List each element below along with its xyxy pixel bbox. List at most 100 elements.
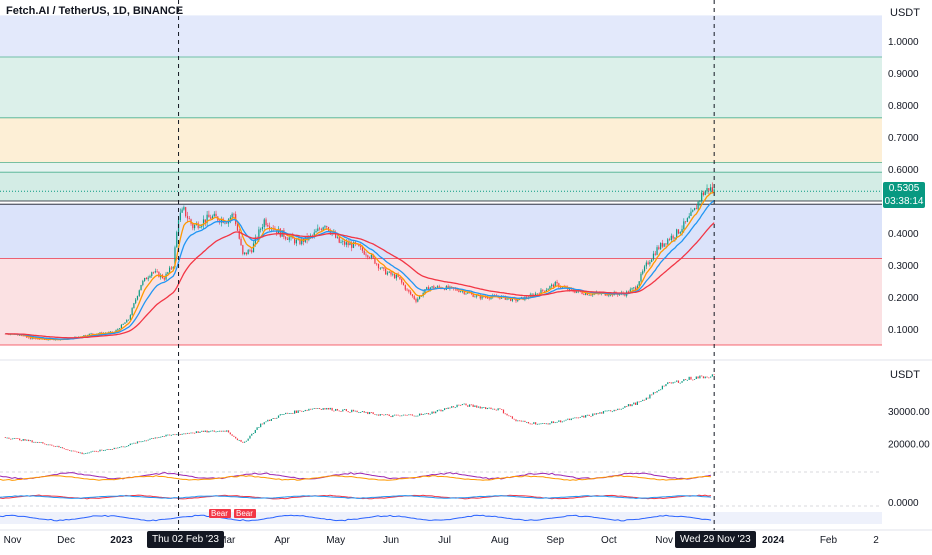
candle-body bbox=[99, 332, 101, 334]
candle-body bbox=[335, 232, 337, 238]
obv-bar bbox=[217, 431, 219, 432]
candle-body bbox=[215, 213, 217, 217]
obv-bar bbox=[326, 407, 328, 410]
obv-bar bbox=[260, 423, 262, 428]
obv-bar bbox=[138, 441, 140, 443]
candle-body bbox=[129, 315, 131, 320]
obv-bar bbox=[185, 433, 187, 435]
obv-bar bbox=[551, 421, 553, 424]
candle-body bbox=[697, 201, 699, 210]
obv-bar bbox=[129, 443, 131, 446]
candle-body bbox=[47, 339, 49, 341]
obv-bar bbox=[709, 376, 712, 378]
obv-bar bbox=[310, 408, 312, 410]
obv-bar bbox=[399, 415, 401, 417]
candle-body bbox=[535, 293, 537, 297]
candle-body bbox=[701, 192, 703, 201]
candle-body bbox=[410, 291, 412, 295]
obv-bar bbox=[635, 402, 637, 405]
obv-bar bbox=[342, 409, 344, 412]
candle-body bbox=[704, 191, 706, 195]
volume-unit-label: USDT bbox=[890, 369, 920, 381]
obv-bar bbox=[190, 432, 192, 434]
obv-bar bbox=[679, 382, 681, 384]
obv-bar bbox=[222, 430, 224, 432]
obv-bar bbox=[170, 434, 173, 436]
candle-body bbox=[681, 229, 683, 232]
obv-bar bbox=[274, 418, 276, 419]
obv-bar bbox=[643, 399, 646, 401]
zone-6 bbox=[0, 258, 882, 345]
candle-body bbox=[649, 262, 651, 265]
obv-bar bbox=[324, 408, 326, 410]
obv-bar bbox=[127, 445, 130, 447]
candle-body bbox=[477, 295, 480, 297]
obv-bar bbox=[470, 404, 472, 406]
candle-body bbox=[144, 277, 146, 281]
obv-bar bbox=[86, 452, 89, 454]
candle-body bbox=[295, 239, 297, 244]
obv-bar bbox=[660, 389, 662, 391]
obv-bar bbox=[661, 385, 663, 390]
obv-bar bbox=[413, 415, 415, 417]
obv-bar bbox=[288, 413, 290, 414]
obv-bar bbox=[386, 414, 389, 416]
obv-bar bbox=[474, 405, 476, 407]
obv-bar bbox=[645, 397, 647, 400]
obv-bar bbox=[456, 404, 458, 408]
candle-body bbox=[260, 229, 262, 230]
obv-bar bbox=[536, 423, 539, 425]
candle-body bbox=[631, 288, 633, 290]
obv-bar bbox=[404, 414, 406, 416]
obv-bar bbox=[149, 438, 151, 440]
candle-body bbox=[249, 250, 251, 251]
obv-bar bbox=[343, 409, 346, 410]
obv-bar bbox=[393, 414, 396, 416]
obv-bar bbox=[704, 376, 706, 379]
candle-body bbox=[588, 295, 590, 296]
obv-bar bbox=[506, 413, 508, 416]
crosshair-lines bbox=[0, 0, 882, 530]
candle-body bbox=[267, 225, 269, 227]
candle-body bbox=[709, 187, 712, 191]
candle-body bbox=[436, 286, 439, 288]
candle-body bbox=[361, 247, 364, 251]
obv-bar bbox=[638, 401, 640, 403]
obv-bar bbox=[501, 409, 503, 410]
candle-body bbox=[324, 226, 326, 228]
obv-bar bbox=[165, 434, 167, 437]
candle-body bbox=[117, 329, 119, 331]
candle-body bbox=[360, 246, 362, 248]
obv-bar bbox=[251, 433, 253, 436]
candle-body bbox=[656, 247, 658, 255]
candle-body bbox=[693, 208, 696, 211]
candle-body bbox=[4, 333, 6, 335]
obv-bar bbox=[604, 410, 606, 412]
candle-body bbox=[633, 287, 635, 289]
obv-bar bbox=[74, 450, 76, 452]
candle-body bbox=[368, 257, 371, 258]
obv-bar bbox=[302, 411, 305, 412]
obv-bar bbox=[38, 441, 40, 443]
candle-body bbox=[395, 274, 397, 279]
candle-body bbox=[352, 242, 355, 248]
obv-bar bbox=[618, 408, 621, 410]
price-unit-label: USDT bbox=[890, 7, 920, 19]
candle-body bbox=[340, 241, 342, 243]
zone-1 bbox=[0, 57, 882, 118]
candle-body bbox=[424, 289, 426, 294]
obv-bar bbox=[431, 411, 433, 414]
candle-body bbox=[31, 338, 33, 340]
obv-bar bbox=[272, 418, 274, 419]
bear-label-1: Bear bbox=[236, 509, 253, 518]
obv-bar bbox=[597, 413, 599, 414]
candle-body bbox=[365, 254, 367, 256]
candle-body bbox=[299, 239, 301, 245]
obv-bar bbox=[435, 411, 437, 414]
price-tick-9: 0.1000 bbox=[888, 325, 919, 336]
obv-bar bbox=[670, 382, 672, 384]
time-tick-5: May bbox=[326, 535, 345, 546]
candle-body bbox=[110, 331, 112, 333]
